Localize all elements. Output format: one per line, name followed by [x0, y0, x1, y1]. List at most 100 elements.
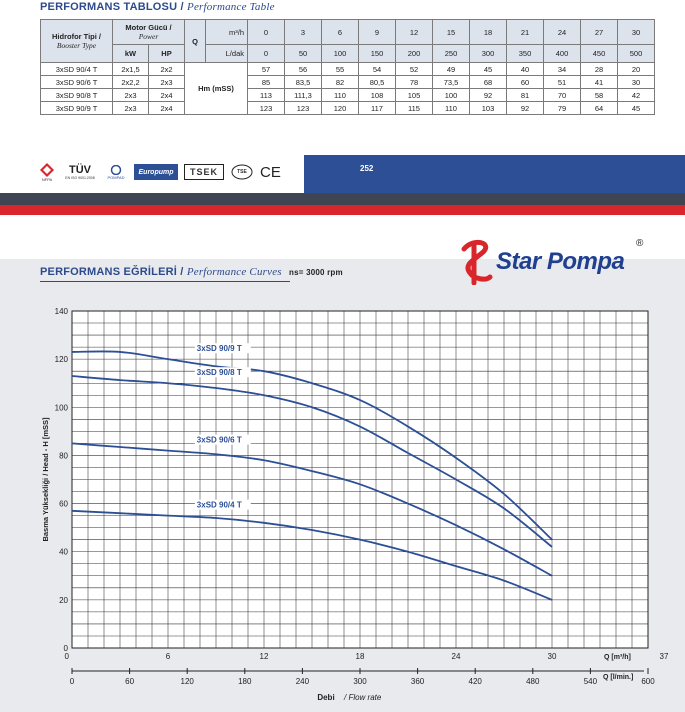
series-label: 3xSD 90/6 T: [197, 436, 242, 445]
cell-value: 40: [506, 62, 544, 76]
x-tick-label-lmin: 420: [469, 677, 483, 686]
y-tick-label: 40: [59, 548, 68, 557]
header-q-m3h-0: 0: [247, 19, 285, 45]
performance-table: Hidrofor Tipi / Booster Type Motor Gücü …: [40, 19, 655, 115]
header-q: Q: [184, 19, 206, 63]
cell-value: 110: [432, 101, 470, 115]
cell-value: 34: [543, 62, 581, 76]
x-tick-label-lmin: 540: [584, 677, 598, 686]
y-tick-label: 100: [55, 403, 69, 412]
cell-value: 20: [617, 62, 655, 76]
cell-value: 42: [617, 88, 655, 102]
x-tick-label-m3h: 24: [452, 652, 461, 661]
cell-hp: 2x3: [148, 75, 185, 89]
header-kw: kW: [112, 44, 149, 63]
page-band-red: [0, 205, 685, 215]
table-row: 3xSD 90/6 T 2x2,2 2x3 85 83,5 82 80,5 78 73,5 68 6…: [40, 75, 655, 89]
table-row: 3xSD 90/4 T 2x1,5 2x2 Hm (mSS) 57 56 55 54 52 49 4…: [40, 62, 655, 115]
cell-kw: 2x3: [112, 88, 149, 102]
curves-title-underline: [40, 281, 290, 282]
cell-value: 108: [358, 88, 396, 102]
x-tick-label-lmin: 480: [526, 677, 540, 686]
cell-value: 123: [247, 101, 285, 115]
nfpa-logo: NFPA: [38, 162, 56, 182]
cell-value: 52: [395, 62, 433, 76]
cell-value: 123: [284, 101, 322, 115]
cell-value: 49: [432, 62, 470, 76]
y-tick-label: 140: [55, 307, 69, 316]
tuv-logo: TÜV EN ISO 9001:2008: [62, 164, 98, 180]
x-axis-title-tr: Debi: [317, 693, 334, 702]
header-q-m3h-7: 21: [506, 19, 544, 45]
curves-title-en: Performance Curves: [186, 266, 282, 278]
cell-hp: 2x4: [148, 88, 185, 102]
series-line: [71, 509, 553, 601]
cell-value: 82: [321, 75, 359, 89]
nfpa-icon: [40, 162, 54, 177]
cell-value: 78: [395, 75, 433, 89]
header-q-ldak-10: 500: [617, 44, 655, 63]
tse-icon: [231, 164, 253, 180]
title-separator: /: [180, 1, 184, 13]
header-q-ldak-8: 400: [543, 44, 581, 63]
cell-value: 60: [506, 75, 544, 89]
series-label-bg: [194, 434, 251, 445]
cell-value: 110: [321, 88, 359, 102]
brand-name: Star Pompa: [496, 248, 625, 275]
tuv-sub-label: EN ISO 9001:2008: [65, 175, 95, 180]
series-line: [71, 350, 553, 541]
cell-model: 3xSD 90/6 T: [40, 75, 113, 89]
header-unit-ldak: L/dak: [205, 44, 248, 63]
x-axis-label-m3h: Q [m³/h]: [604, 654, 631, 661]
y-tick-label-origin-x: 0: [65, 652, 70, 661]
cell-hp: 2x2: [148, 62, 185, 76]
cell-value: 28: [580, 62, 618, 76]
series-label-bg: [194, 367, 251, 378]
cell-value: 92: [506, 101, 544, 115]
cell-kw: 2x3: [112, 101, 149, 115]
header-q-ldak-1: 50: [284, 44, 322, 63]
cell-value: 64: [580, 101, 618, 115]
europump-logo: Europump: [134, 164, 178, 180]
x-tick-label-m3h: 18: [356, 652, 365, 661]
header-hp: HP: [148, 44, 185, 63]
x-tick-label-m3h: 30: [548, 652, 557, 661]
x-tick-label-lmin: 60: [125, 677, 134, 686]
cell-value: 100: [432, 88, 470, 102]
x-tick-label-lmin: 300: [353, 677, 367, 686]
header-unit-m3h: m³/h: [205, 19, 248, 45]
cell-value: 113: [247, 88, 285, 102]
header-q-ldak-3: 150: [358, 44, 396, 63]
cell-value: 81: [506, 88, 544, 102]
cell-value: 70: [543, 88, 581, 102]
cell-value: 56: [284, 62, 322, 76]
header-motor-power: Motor Gücü / Power: [112, 19, 185, 45]
cell-value: 68: [469, 75, 507, 89]
series-line: [71, 442, 553, 577]
table-title-en: Performance Table: [187, 1, 275, 13]
cell-value: 45: [617, 101, 655, 115]
plot-border: [71, 310, 649, 649]
tsek-logo: TSEK: [184, 164, 224, 180]
ce-label: CE: [260, 163, 281, 181]
cell-kw: 2x2,2: [112, 75, 149, 89]
tse-logo: TSE: [230, 164, 254, 180]
header-q-m3h-6: 18: [469, 19, 507, 45]
cell-model: 3xSD 90/8 T: [40, 88, 113, 102]
cell-value: 57: [247, 62, 285, 76]
series-label-bg: [194, 499, 251, 510]
series-line: [71, 375, 553, 548]
rpm-label: ns= 3000 rpm: [289, 268, 343, 277]
ce-logo: CE: [260, 164, 281, 181]
x-tick-label-lmin: 240: [296, 677, 310, 686]
cell-value: 103: [469, 101, 507, 115]
header-q-m3h-5: 15: [432, 19, 470, 45]
x-tick-label-lmin: 600: [641, 677, 655, 686]
brand-logo: Star Pompa: [460, 239, 625, 285]
x-tick-label-lmin: 0: [70, 677, 75, 686]
cell-value: 54: [358, 62, 396, 76]
table-title-tr: PERFORMANS TABLOSU: [40, 1, 178, 13]
y-tick-label: 0: [64, 644, 69, 653]
registered-mark: ®: [636, 238, 644, 249]
